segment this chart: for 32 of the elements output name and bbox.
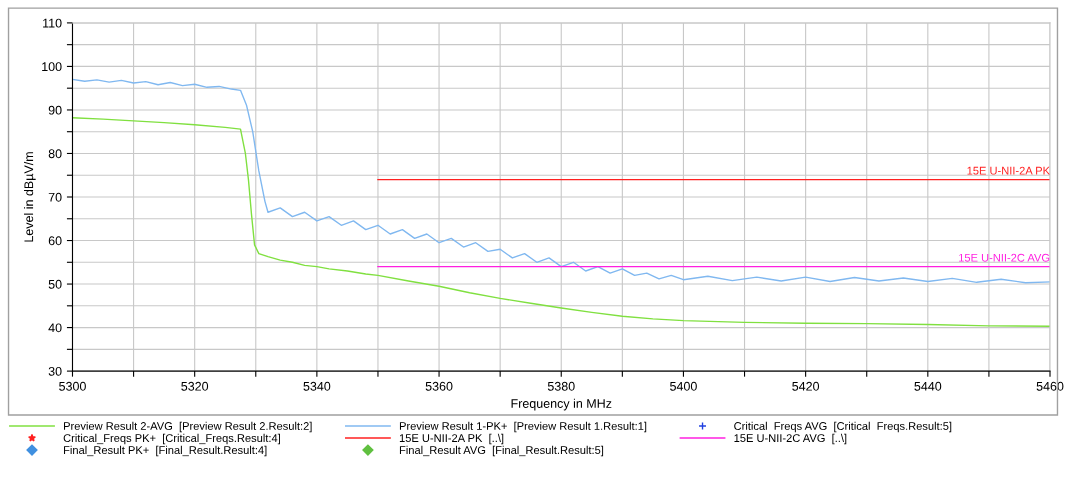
x-tick-label: 5400 (670, 381, 697, 391)
y-tick-label: 80 (48, 149, 62, 159)
y-tick-label: 40 (48, 323, 62, 333)
x-tick-label: 5360 (425, 381, 453, 391)
x-tick-label: 5420 (792, 381, 820, 391)
text: Final_Result PK+ [Final_Result.Result:4] (64, 445, 267, 457)
line-series (72, 78, 1051, 284)
y-tick-label: 110 (43, 18, 62, 28)
x-tick-label: 5300 (59, 381, 86, 391)
annotation: 15E U-NII-2C AVG (959, 253, 1050, 262)
y-tick-label: 70 (48, 192, 62, 202)
x-tick-label: 5320 (181, 381, 209, 391)
text: Final_Result AVG [Final_Result.Result:5] (399, 445, 604, 457)
annotation: 15E U-NII-2A PK (967, 166, 1050, 175)
legend-label: Preview Result 2-AVG [Preview Result 2.Result:2] (64, 421, 312, 433)
text: Critical Freqs AVG [Critical Freqs.Result:5] (734, 421, 952, 433)
y-tick-label: 90 (48, 105, 62, 115)
legend-label: 15E U-NII-2A PK [..\] (399, 433, 504, 445)
y-tick-label: 30 (48, 366, 62, 376)
text: Critical_Freqs PK+ [Critical_Freqs.Result:4] (63, 433, 280, 445)
y-tick-label: 100 (42, 62, 62, 72)
x-tick-label: 5340 (303, 381, 331, 391)
y-tick-label: 50 (48, 279, 62, 289)
x-tick-label: 5440 (914, 381, 942, 391)
line-series (72, 117, 1051, 327)
legend-label: 15E U-NII-2C AVG [..\] (734, 433, 847, 445)
y-axis-title: Level in dBµV/m (24, 152, 36, 242)
x-tick-label: 5380 (547, 381, 575, 391)
legend-label: Preview Result 1-PK+ [Preview Result 1.Result:1] (399, 421, 647, 433)
y-tick-label: 60 (48, 236, 62, 246)
x-axis-title: Frequency in MHz (511, 398, 612, 411)
x-tick-label: 5460 (1036, 381, 1064, 391)
